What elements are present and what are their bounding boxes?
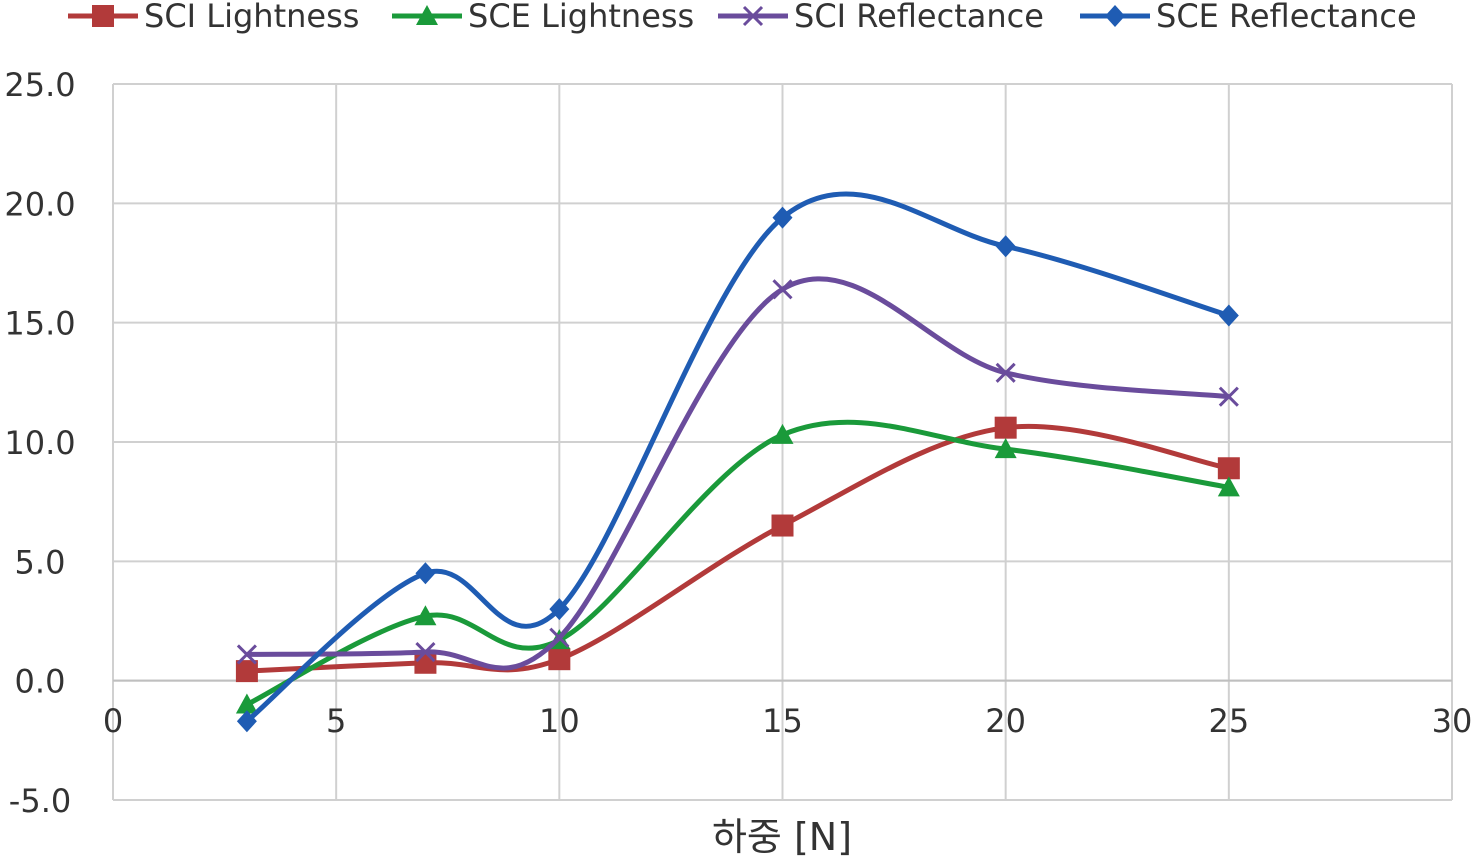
square-marker xyxy=(994,416,1017,439)
legend-label: SCI Reflectance xyxy=(794,0,1044,35)
y-tick-label: 15.0 xyxy=(4,305,75,343)
y-tick-label: 25.0 xyxy=(4,66,75,104)
triangle-marker xyxy=(235,693,258,714)
x-marker xyxy=(1218,386,1239,407)
diamond-marker xyxy=(549,598,570,621)
y-tick-label: -5.0 xyxy=(9,782,71,820)
square-marker xyxy=(548,648,571,671)
y-tick-label: 5.0 xyxy=(15,543,66,581)
series-sci-lightness xyxy=(235,416,1240,683)
series-sce-lightness xyxy=(235,419,1240,714)
series-sci-reflectance xyxy=(236,276,1239,671)
triangle-marker xyxy=(416,5,438,25)
x-axis-ticks: 0 5 10 15 20 25 30 xyxy=(103,702,1473,740)
x-tick-label: 0 xyxy=(103,702,123,740)
x-marker xyxy=(236,644,257,665)
y-tick-label: 0.0 xyxy=(15,663,66,701)
triangle-marker xyxy=(994,438,1017,459)
series-line xyxy=(246,276,1230,671)
x-marker xyxy=(742,5,764,27)
legend-item: SCI Lightness xyxy=(68,0,359,35)
x-axis-label: 하중 [N] xyxy=(712,815,852,859)
x-tick-label: 20 xyxy=(985,702,1026,740)
x-marker xyxy=(415,641,436,663)
legend-label: SCI Lightness xyxy=(144,0,359,35)
grid xyxy=(112,83,1453,801)
series-group xyxy=(235,191,1240,733)
triangle-marker xyxy=(414,605,437,626)
legend-item: SCI Reflectance xyxy=(718,0,1044,35)
square-marker xyxy=(1217,457,1240,480)
y-axis-ticks: -5.0 0.0 5.0 10.0 15.0 20.0 25.0 xyxy=(4,66,75,820)
legend-item: SCE Reflectance xyxy=(1080,0,1417,35)
square-marker xyxy=(414,651,437,674)
legend-label: SCE Reflectance xyxy=(1156,0,1417,35)
x-tick-label: 15 xyxy=(762,702,803,740)
legend-item: SCE Lightness xyxy=(392,0,694,35)
x-tick-label: 10 xyxy=(539,702,580,740)
series-line xyxy=(245,191,1230,724)
diamond-marker xyxy=(772,206,793,229)
diamond-marker xyxy=(1218,304,1239,327)
x-marker xyxy=(995,362,1016,383)
triangle-marker xyxy=(771,423,794,444)
triangle-marker xyxy=(1217,476,1240,497)
x-marker xyxy=(549,627,570,648)
series-line xyxy=(245,419,1230,707)
x-tick-label: 30 xyxy=(1432,702,1473,740)
square-marker xyxy=(235,660,258,683)
y-tick-label: 20.0 xyxy=(4,185,75,223)
legend: SCI Lightness SCE Lightness SCI Reflectanc… xyxy=(68,0,1417,35)
diamond-marker xyxy=(236,710,257,733)
square-marker xyxy=(771,514,794,537)
x-tick-label: 25 xyxy=(1208,702,1249,740)
diamond-marker xyxy=(1105,5,1125,27)
diamond-marker xyxy=(415,562,436,585)
x-tick-label: 5 xyxy=(326,702,346,740)
square-marker xyxy=(92,5,114,27)
y-tick-label: 10.0 xyxy=(4,424,75,462)
diamond-marker xyxy=(995,235,1016,258)
x-marker xyxy=(772,279,793,300)
series-sce-reflectance xyxy=(236,191,1239,733)
legend-label: SCE Lightness xyxy=(468,0,694,35)
